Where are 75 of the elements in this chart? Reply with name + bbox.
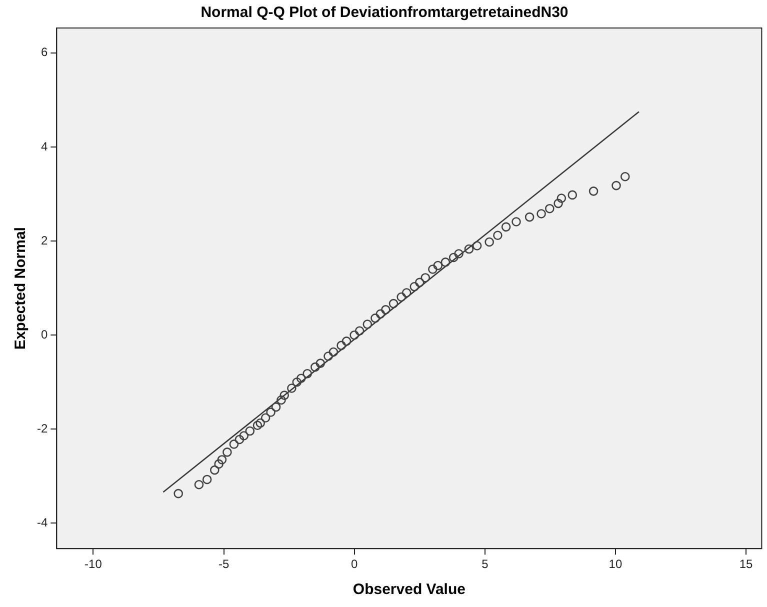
point [396,292,406,302]
y-tick-label: -4 [37,516,48,530]
point [472,241,482,250]
point [324,352,333,361]
point [316,358,326,368]
point [501,222,511,232]
point [302,369,312,378]
point [454,249,464,258]
point [370,314,380,323]
point [229,440,239,449]
point [202,474,212,484]
point [536,209,546,218]
point [245,426,255,436]
point [336,340,346,350]
point [376,309,386,319]
point [350,330,359,340]
point [252,420,262,430]
point [428,264,438,274]
y-tick-label: 2 [40,233,48,248]
point [556,194,566,203]
x-tick-label: -10 [84,557,102,572]
point [292,377,302,387]
point [287,384,296,393]
y-tick-label: 0 [40,327,48,342]
point [620,172,630,182]
point [280,390,290,400]
x-tick-label: 5 [482,557,489,572]
point [310,362,320,372]
x-tick-label: 10 [608,557,622,572]
point [493,230,502,240]
x-tick-label: -5 [218,557,230,572]
point [414,278,424,288]
point [276,395,286,405]
y-tick-label: 6 [40,45,48,60]
point [381,305,390,314]
point [194,480,204,490]
point [217,455,227,464]
point [271,402,281,412]
point [568,190,578,200]
point [388,298,398,308]
point [222,448,232,457]
x-tick-label: 0 [351,557,358,572]
point [484,237,494,247]
point [410,282,420,292]
x-axis-title: Observed Value [352,581,466,598]
point [354,326,364,336]
x-tick-label: 15 [739,557,754,572]
point [464,244,474,254]
point [239,431,249,440]
point [296,374,306,384]
y-axis-title: Expected Normal [12,227,30,350]
point [256,418,265,428]
point [328,347,338,357]
point [174,488,184,498]
point [234,434,244,444]
y-tick-label: -2 [37,421,48,436]
point [214,459,224,469]
point [362,320,372,329]
point [433,260,443,270]
point [588,186,598,196]
point [448,252,458,262]
point [545,204,554,214]
point [402,288,412,298]
point [342,336,352,346]
point [512,217,521,226]
point [524,212,534,222]
point [554,198,563,208]
chart-title: Normal Q-Q Plot of DeviationfromtargetretainedN30 [200,4,568,22]
point [612,180,621,190]
point [210,465,220,475]
point [440,258,450,267]
y-tick-label: 4 [40,139,48,154]
point [420,273,430,282]
point [260,413,270,423]
point [266,408,276,417]
